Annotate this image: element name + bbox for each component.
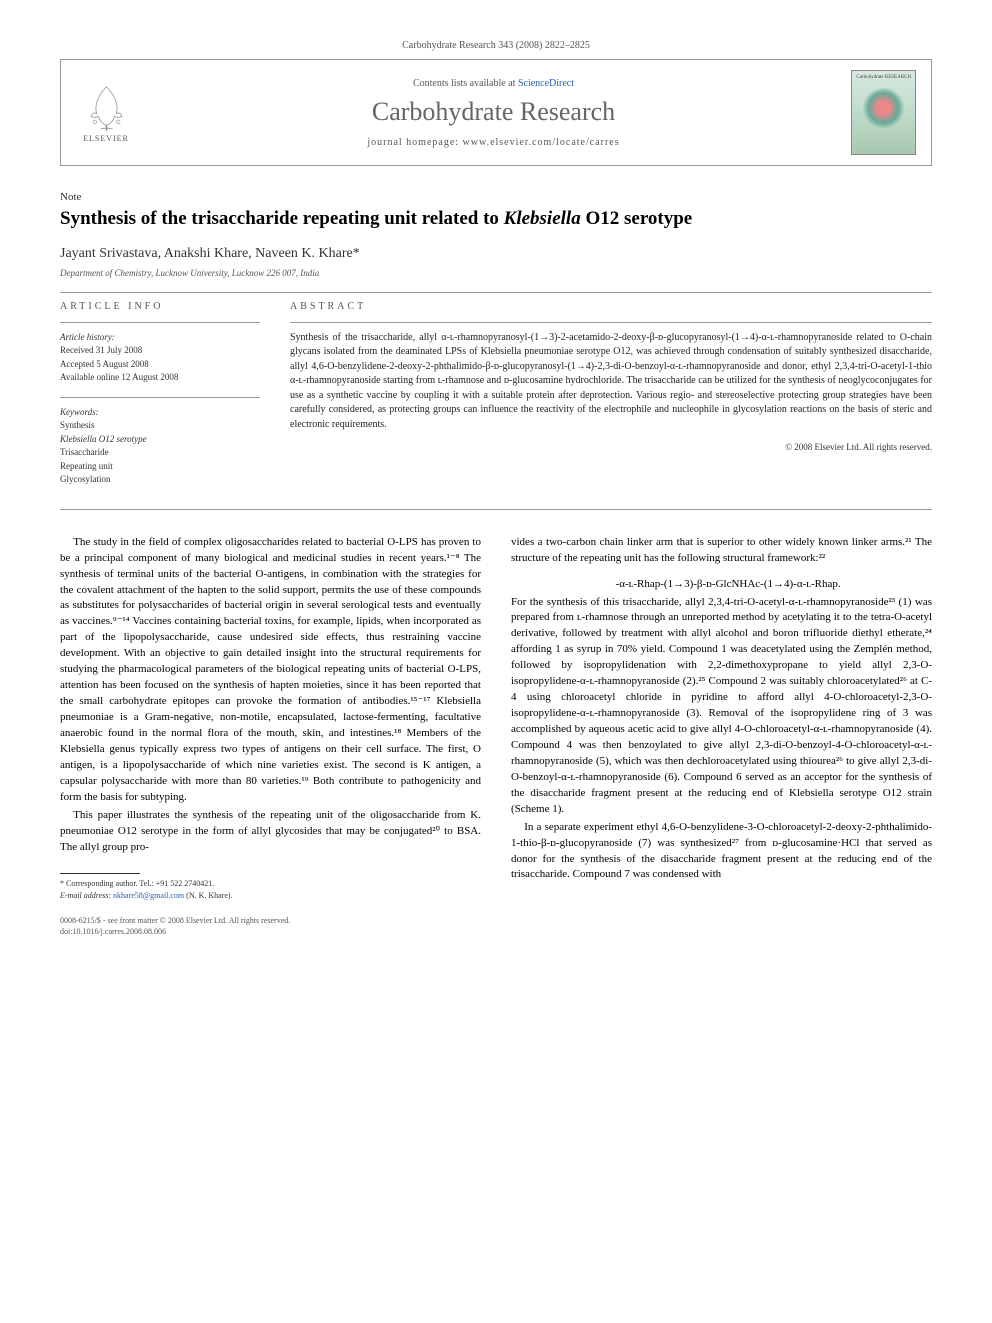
body-paragraph: For the synthesis of this trisaccharide,… [511, 595, 932, 818]
body-paragraph: vides a two-carbon chain linker arm that… [511, 535, 932, 567]
article-info-label: ARTICLE INFO [60, 301, 260, 312]
history-label: Article history: [60, 331, 260, 345]
body-text: The study in the field of complex oligos… [60, 535, 932, 938]
keyword: Synthesis [60, 419, 260, 433]
keyword: Klebsiella O12 serotype [60, 433, 260, 447]
contents-prefix: Contents lists available at [413, 78, 518, 89]
keyword: Repeating unit [60, 460, 260, 474]
corresponding-author: * Corresponding author. Tel.: +91 522 27… [60, 878, 481, 889]
elsevier-label: ELSEVIER [83, 134, 129, 143]
email-suffix: (N. K. Khare). [184, 891, 232, 900]
author-names: Jayant Srivastava, Anakshi Khare, Naveen… [60, 246, 353, 261]
title-text-post: O12 serotype [581, 208, 693, 229]
title-text-pre: Synthesis of the trisaccharide repeating… [60, 208, 504, 229]
left-column: The study in the field of complex oligos… [60, 535, 481, 938]
front-matter: 0008-6215/$ - see front matter © 2008 El… [60, 915, 481, 926]
footnote: * Corresponding author. Tel.: +91 522 27… [60, 878, 481, 900]
online-date: Available online 12 August 2008 [60, 371, 260, 385]
elsevier-tree-icon [84, 82, 129, 132]
right-column: vides a two-carbon chain linker arm that… [511, 535, 932, 938]
divider [60, 509, 932, 510]
keyword: Glycosylation [60, 473, 260, 487]
elsevier-logo: ELSEVIER [76, 78, 136, 148]
contents-available: Contents lists available at ScienceDirec… [151, 78, 836, 89]
title-text-italic: Klebsiella [504, 208, 581, 229]
sciencedirect-link[interactable]: ScienceDirect [518, 78, 574, 89]
article-info-column: ARTICLE INFO Article history: Received 3… [60, 301, 260, 499]
journal-cover-thumbnail: Carbohydrate RESEARCH [851, 70, 916, 155]
body-paragraph: In a separate experiment ethyl 4,6-O-ben… [511, 820, 932, 884]
keywords-label: Keywords: [60, 406, 260, 420]
keyword: Trisaccharide [60, 446, 260, 460]
abstract-label: ABSTRACT [290, 301, 932, 312]
abstract-text: Synthesis of the trisaccharide, allyl α-… [290, 331, 932, 433]
abstract-column: ABSTRACT Synthesis of the trisaccharide,… [290, 301, 932, 499]
affiliation: Department of Chemistry, Lucknow Univers… [60, 268, 932, 278]
article-type-label: Note [60, 191, 932, 203]
structural-formula: -α-ʟ-Rhap-(1→3)-β-ᴅ-GlcNHAc-(1→4)-α-ʟ-Rh… [511, 577, 932, 593]
email-label: E-mail address: [60, 891, 111, 900]
journal-homepage: journal homepage: www.elsevier.com/locat… [151, 137, 836, 148]
footnote-divider [60, 873, 140, 874]
accepted-date: Accepted 5 August 2008 [60, 358, 260, 372]
doi: doi:10.1016/j.carres.2008.08.006 [60, 926, 481, 937]
body-paragraph: This paper illustrates the synthesis of … [60, 808, 481, 856]
footer: 0008-6215/$ - see front matter © 2008 El… [60, 915, 481, 937]
article-title: Synthesis of the trisaccharide repeating… [60, 207, 932, 232]
body-paragraph: The study in the field of complex oligos… [60, 535, 481, 806]
abstract-copyright: © 2008 Elsevier Ltd. All rights reserved… [290, 442, 932, 452]
corresponding-marker: * [353, 246, 360, 261]
email-link[interactable]: nkhare58@gmail.com [113, 891, 184, 900]
authors: Jayant Srivastava, Anakshi Khare, Naveen… [60, 246, 932, 262]
received-date: Received 31 July 2008 [60, 344, 260, 358]
running-head: Carbohydrate Research 343 (2008) 2822–28… [60, 40, 932, 51]
divider [60, 292, 932, 293]
journal-header: ELSEVIER Contents lists available at Sci… [60, 59, 932, 166]
cover-title: Carbohydrate RESEARCH [856, 75, 911, 80]
cover-graphic-icon [861, 88, 906, 128]
journal-title: Carbohydrate Research [151, 97, 836, 127]
